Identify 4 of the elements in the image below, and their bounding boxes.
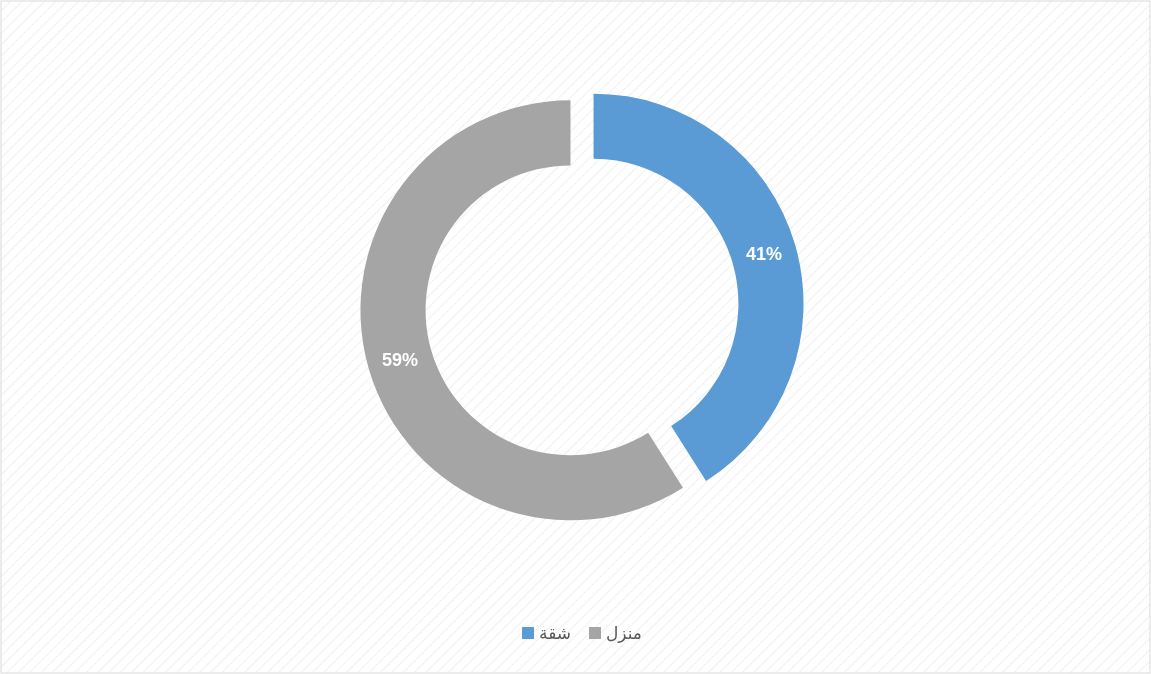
legend-label: شقة	[539, 623, 571, 643]
data-label: 59%	[382, 349, 419, 370]
data-label: 41%	[745, 244, 782, 265]
legend-label: منزل	[606, 623, 642, 643]
